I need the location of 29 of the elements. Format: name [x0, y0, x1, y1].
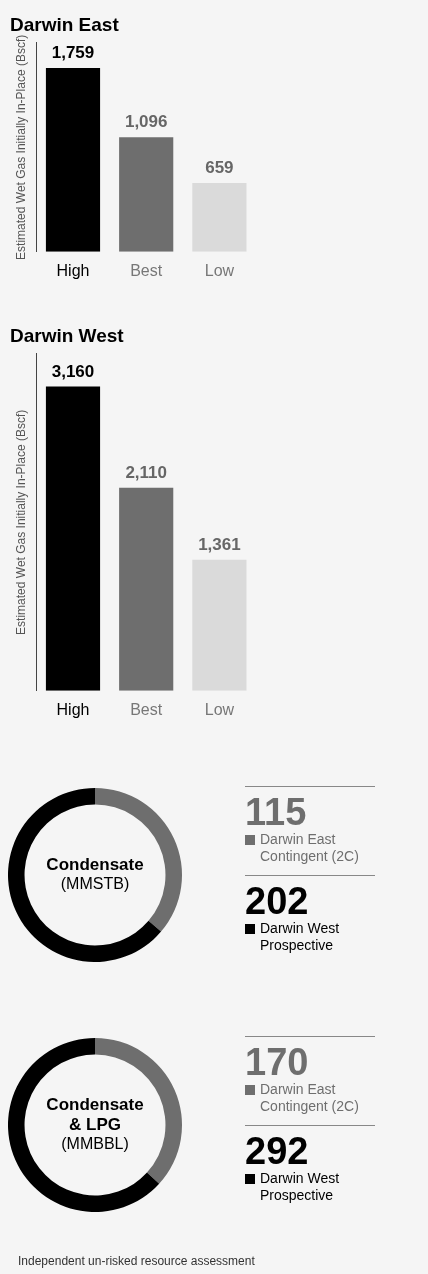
text: Condensate [46, 854, 144, 874]
legend-label: Darwin West Prospective [260, 1170, 341, 1204]
data-label: 292 [245, 1130, 310, 1172]
x-tick-label: Low [204, 261, 235, 279]
data-label: 2,110 [125, 462, 167, 482]
data-label: 170 [245, 1041, 310, 1083]
data-label: 659 [205, 158, 234, 178]
legend-label: Darwin East Contingent (2C) [260, 1081, 360, 1115]
chart-title: Darwin East [10, 13, 120, 35]
legend-label: Darwin East Contingent (2C) [260, 831, 360, 865]
y-axis-title: Estimated Wet Gas Initially In-Place (Bscf) [13, 409, 28, 635]
chart-title: Darwin West [10, 324, 125, 346]
text: (MMSTB) [60, 875, 130, 893]
text: Condensate & LPG [46, 1094, 144, 1134]
data-label: 115 [245, 791, 308, 833]
data-label: 202 [245, 880, 310, 922]
data-label: 1,096 [124, 112, 168, 132]
text: Independent un-risked resource assessment [17, 1253, 256, 1268]
x-tick-label: Best [130, 261, 163, 279]
x-tick-label: Low [204, 700, 235, 718]
data-label: 1,759 [51, 43, 95, 63]
text: (MMBBL) [61, 1135, 129, 1153]
y-axis-title: Estimated Wet Gas Initially In-Place (Bscf) [13, 34, 28, 260]
legend-label: Darwin West Prospective [260, 920, 341, 954]
data-label: 3,160 [51, 361, 95, 381]
x-tick-label: High [56, 700, 90, 718]
x-tick-label: High [56, 261, 90, 279]
data-label: 1,361 [198, 534, 241, 554]
x-tick-label: Best [130, 700, 163, 718]
